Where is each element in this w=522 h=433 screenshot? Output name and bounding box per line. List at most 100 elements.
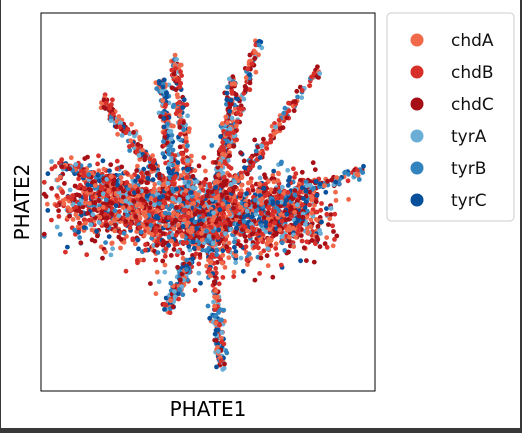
data-point bbox=[175, 264, 181, 270]
data-point bbox=[167, 310, 173, 316]
data-point bbox=[248, 179, 254, 185]
data-point bbox=[300, 202, 305, 208]
data-point bbox=[196, 163, 202, 169]
data-point bbox=[170, 147, 176, 153]
data-point bbox=[354, 168, 360, 174]
data-point bbox=[184, 175, 190, 180]
data-point bbox=[125, 212, 130, 218]
data-point bbox=[186, 179, 192, 185]
data-point bbox=[301, 245, 307, 251]
data-point bbox=[75, 215, 81, 221]
data-point bbox=[299, 88, 305, 93]
data-point bbox=[177, 124, 183, 130]
data-point bbox=[224, 244, 230, 250]
data-point bbox=[220, 183, 226, 189]
data-point bbox=[356, 177, 362, 182]
data-point bbox=[221, 174, 227, 180]
data-point bbox=[187, 247, 193, 253]
data-point bbox=[238, 243, 243, 248]
data-point bbox=[219, 330, 225, 335]
data-point bbox=[245, 262, 250, 267]
data-point bbox=[293, 171, 299, 177]
data-point bbox=[139, 196, 144, 202]
data-point bbox=[81, 173, 86, 179]
data-point bbox=[83, 200, 88, 206]
data-point bbox=[233, 260, 239, 266]
data-point bbox=[68, 207, 73, 213]
data-point bbox=[191, 245, 197, 251]
data-point bbox=[211, 210, 216, 216]
data-point bbox=[157, 195, 163, 200]
data-point bbox=[207, 266, 213, 272]
data-point bbox=[175, 222, 181, 228]
data-point bbox=[227, 172, 232, 178]
data-point bbox=[65, 194, 71, 200]
data-point bbox=[132, 184, 138, 189]
data-point bbox=[322, 241, 328, 247]
data-point bbox=[123, 198, 129, 204]
data-point bbox=[175, 249, 181, 255]
data-point bbox=[54, 193, 60, 199]
data-point bbox=[96, 178, 102, 184]
data-point bbox=[157, 228, 163, 234]
data-point bbox=[181, 217, 187, 223]
data-point bbox=[63, 249, 68, 255]
data-point bbox=[265, 210, 271, 216]
data-point bbox=[169, 203, 175, 209]
data-point bbox=[264, 146, 270, 151]
data-point bbox=[169, 85, 175, 91]
data-point bbox=[233, 198, 238, 204]
data-point bbox=[200, 195, 206, 200]
data-point bbox=[268, 137, 274, 143]
data-point bbox=[144, 222, 150, 228]
data-point bbox=[92, 200, 98, 206]
data-point bbox=[177, 144, 183, 150]
data-point bbox=[304, 183, 310, 189]
data-point bbox=[180, 250, 186, 256]
data-point bbox=[166, 161, 172, 167]
data-point bbox=[227, 109, 233, 114]
data-point bbox=[239, 174, 245, 179]
data-point bbox=[265, 263, 271, 269]
data-point bbox=[109, 174, 114, 179]
data-point bbox=[331, 229, 336, 234]
data-point bbox=[115, 131, 120, 137]
data-point bbox=[127, 148, 133, 153]
data-point bbox=[169, 67, 175, 73]
data-point bbox=[205, 303, 211, 309]
data-point bbox=[126, 195, 131, 201]
data-point bbox=[134, 148, 140, 154]
data-point bbox=[305, 229, 311, 235]
data-point bbox=[261, 185, 267, 191]
data-point bbox=[126, 206, 132, 211]
data-point bbox=[222, 219, 228, 225]
data-point bbox=[153, 291, 159, 297]
data-point bbox=[265, 246, 271, 252]
data-point bbox=[177, 100, 182, 105]
data-point bbox=[57, 232, 63, 237]
legend: chdA chdB chdC tyrA tyrB tyrC bbox=[386, 12, 515, 222]
data-point bbox=[258, 197, 264, 203]
data-point bbox=[184, 263, 190, 269]
data-point bbox=[224, 90, 230, 96]
data-point bbox=[177, 112, 183, 118]
data-point bbox=[250, 163, 256, 169]
data-point bbox=[171, 226, 177, 232]
data-point bbox=[231, 274, 237, 279]
data-point bbox=[215, 179, 220, 185]
data-point bbox=[154, 208, 160, 214]
data-point bbox=[137, 215, 143, 221]
data-point bbox=[162, 307, 167, 312]
data-point bbox=[162, 134, 168, 140]
data-point bbox=[284, 115, 290, 121]
data-point bbox=[238, 150, 244, 156]
data-point bbox=[276, 117, 282, 123]
data-point bbox=[213, 320, 219, 326]
data-point bbox=[259, 211, 264, 217]
data-point bbox=[185, 200, 190, 206]
data-point bbox=[182, 180, 188, 185]
data-point bbox=[216, 216, 222, 222]
data-point bbox=[183, 207, 188, 213]
data-point bbox=[279, 240, 285, 246]
